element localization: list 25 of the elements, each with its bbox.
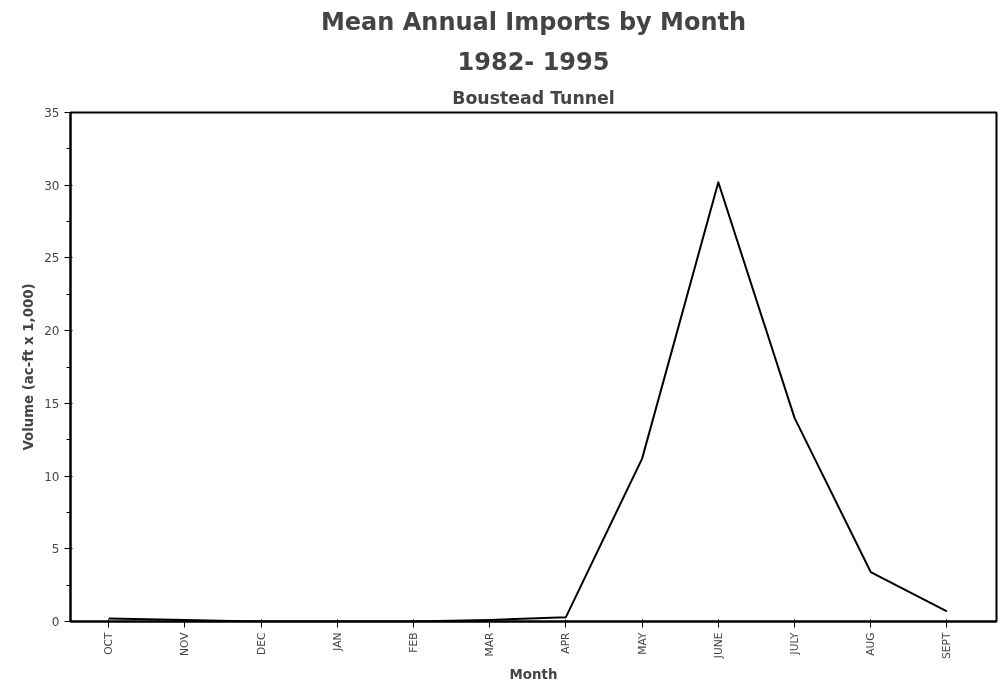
x-tick-label: MAR: [483, 631, 497, 657]
x-tick-label: NOV: [178, 631, 192, 656]
chart-subtitle: 1982- 1995: [457, 47, 610, 76]
x-tick-label: MAY: [635, 632, 649, 655]
x-tick-label: JAN: [330, 632, 344, 652]
x-tick-label: DEC: [254, 632, 268, 655]
x-tick-label: SEPT: [940, 632, 954, 659]
y-tick-label: 0: [51, 615, 60, 629]
y-tick-label: 5: [51, 542, 60, 557]
y-tick-label: 10: [44, 469, 60, 484]
x-tick-label: FEB: [406, 632, 420, 653]
y-tick-label: 35: [44, 106, 60, 120]
y-tick-label: 25: [44, 251, 60, 266]
x-tick-label: JUNE: [711, 632, 725, 660]
text: Boustead Tunnel: [452, 87, 615, 108]
y-tick-label: 30: [44, 178, 60, 193]
x-tick-label: JULY: [788, 632, 802, 656]
x-tick-label: AUG: [864, 632, 878, 656]
y-tick-label: 20: [44, 324, 60, 339]
x-tick-label: OCT: [102, 632, 116, 655]
y-tick-label: 15: [44, 396, 60, 411]
x-axis-title: Month: [509, 666, 558, 682]
chart-title: Mean Annual Imports by Month: [320, 7, 747, 36]
y-axis-title: Volume (ac-ft x 1,000): [21, 283, 37, 451]
x-tick-label: APR: [559, 631, 573, 654]
